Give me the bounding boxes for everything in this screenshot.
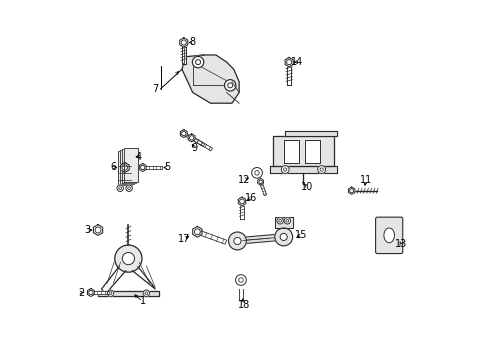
Circle shape [284,218,290,224]
Polygon shape [180,130,187,138]
Circle shape [195,60,200,64]
Circle shape [233,237,241,244]
Circle shape [143,290,149,296]
Polygon shape [87,289,94,296]
Circle shape [115,245,142,272]
Circle shape [258,180,262,184]
Circle shape [119,187,122,190]
Text: 15: 15 [295,230,307,240]
Circle shape [235,275,246,285]
Text: 18: 18 [237,300,249,310]
Ellipse shape [383,228,394,243]
Circle shape [286,59,291,65]
Circle shape [251,167,262,178]
Circle shape [127,187,130,190]
Circle shape [194,229,200,235]
Circle shape [239,199,244,204]
Polygon shape [188,134,195,142]
Circle shape [285,220,288,222]
Circle shape [281,166,288,174]
Polygon shape [272,135,333,166]
Circle shape [238,278,243,282]
Circle shape [88,291,93,295]
Circle shape [117,185,123,192]
Polygon shape [124,148,138,182]
Polygon shape [274,217,292,228]
Circle shape [280,233,286,240]
Polygon shape [237,234,284,244]
Circle shape [192,57,203,68]
Text: 3: 3 [84,225,90,235]
Circle shape [125,185,132,192]
Text: 17: 17 [177,234,189,244]
Circle shape [227,83,232,88]
Polygon shape [285,58,293,67]
Circle shape [319,168,323,171]
Circle shape [349,189,353,193]
Circle shape [140,165,144,170]
Polygon shape [93,225,102,235]
Polygon shape [180,38,187,47]
Circle shape [224,80,235,91]
Text: 16: 16 [244,193,257,203]
Polygon shape [348,187,354,194]
Polygon shape [120,150,134,184]
Text: 13: 13 [394,239,406,249]
Text: 9: 9 [191,143,197,153]
Polygon shape [142,166,162,169]
Text: 11: 11 [359,175,371,185]
Polygon shape [182,55,239,103]
Polygon shape [257,179,263,185]
Circle shape [254,171,259,175]
Polygon shape [259,181,266,195]
Circle shape [189,136,193,140]
Circle shape [122,165,127,170]
Text: 6: 6 [110,162,116,172]
Circle shape [109,292,112,294]
Polygon shape [285,131,336,135]
Circle shape [144,292,147,294]
Polygon shape [91,291,110,294]
Circle shape [228,232,246,250]
Polygon shape [305,140,320,163]
Circle shape [317,166,325,174]
Text: 2: 2 [78,288,84,297]
Polygon shape [122,149,136,183]
Polygon shape [283,140,298,163]
Polygon shape [139,163,146,171]
Polygon shape [269,166,336,174]
FancyBboxPatch shape [375,217,402,253]
Polygon shape [190,136,212,151]
Text: 8: 8 [189,37,195,48]
Polygon shape [238,197,245,206]
Polygon shape [118,152,132,185]
Polygon shape [183,132,204,147]
Circle shape [181,40,186,45]
Circle shape [276,218,283,224]
Circle shape [181,131,185,136]
Polygon shape [196,230,226,244]
Text: 12: 12 [238,175,250,185]
Text: 7: 7 [152,84,158,94]
Circle shape [122,252,134,265]
Circle shape [95,227,101,233]
Circle shape [107,290,114,296]
Text: 14: 14 [291,57,303,67]
Polygon shape [120,162,129,172]
Text: 10: 10 [300,182,312,192]
Polygon shape [286,67,291,85]
Polygon shape [98,291,159,296]
Text: 5: 5 [164,162,170,172]
Text: 1: 1 [140,296,145,306]
Circle shape [274,228,292,246]
Circle shape [278,220,281,222]
Circle shape [283,168,286,171]
Text: 4: 4 [136,152,142,162]
Polygon shape [192,226,202,237]
